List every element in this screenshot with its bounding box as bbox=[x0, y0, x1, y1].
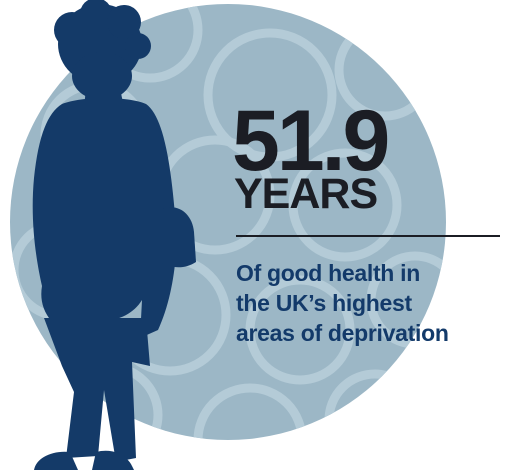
statistic-unit: YEARS bbox=[234, 170, 378, 218]
statistic-number: 51.9 bbox=[232, 93, 390, 189]
caption-line: Of good health in bbox=[236, 260, 420, 286]
statistic-caption: Of good health in the UK’s highest areas… bbox=[236, 258, 518, 348]
caption-line: areas of deprivation bbox=[236, 320, 449, 346]
woman-silhouette-icon bbox=[32, 0, 196, 470]
caption-line: the UK’s highest bbox=[236, 290, 412, 316]
divider-line bbox=[236, 235, 500, 237]
